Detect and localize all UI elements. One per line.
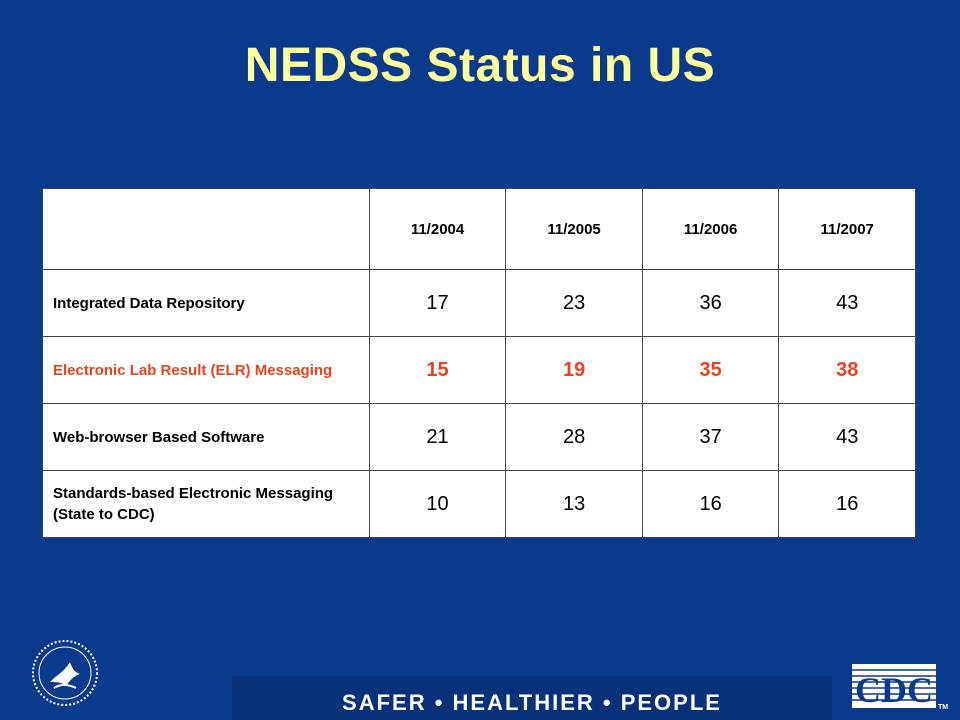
column-header: 11/2006 (641, 188, 780, 270)
table-row: Web-browser Based Software 21 28 37 43 (42, 403, 916, 471)
row-label: Web-browser Based Software (42, 403, 370, 471)
table-cell: 43 (778, 403, 916, 471)
cdc-logo-text: CDC (855, 670, 933, 710)
column-header: 11/2005 (505, 188, 643, 270)
table-cell: 17 (368, 269, 507, 337)
table-cell: 23 (505, 269, 643, 337)
status-table: 11/2004 11/2005 11/2006 11/2007 Integrat… (42, 188, 916, 538)
row-label: Electronic Lab Result (ELR) Messaging (42, 336, 370, 404)
table-corner-cell (42, 188, 370, 270)
column-header: 11/2007 (778, 188, 916, 270)
slide-title: NEDSS Status in US (244, 39, 716, 92)
cdc-logo-icon: CDC (852, 664, 936, 710)
table-header-row: 11/2004 11/2005 11/2006 11/2007 (42, 188, 916, 270)
table-cell: 16 (778, 470, 916, 538)
row-label: Integrated Data Repository (42, 269, 370, 337)
table-cell: 15 (368, 336, 507, 404)
table-cell: 19 (505, 336, 643, 404)
table-cell: 21 (368, 403, 507, 471)
tagline: SAFER • HEALTHIER • PEOPLE (342, 690, 722, 715)
footer-band (232, 676, 832, 720)
hhs-seal-icon (32, 640, 98, 706)
table-cell: 37 (641, 403, 780, 471)
table-cell: 16 (641, 470, 780, 538)
table-row: Electronic Lab Result (ELR) Messaging 15… (42, 336, 916, 404)
table-cell: 13 (505, 470, 643, 538)
table-cell: 43 (778, 269, 916, 337)
table-cell: 10 (368, 470, 507, 538)
table-cell: 28 (505, 403, 643, 471)
table-cell: 38 (778, 336, 916, 404)
row-label: Standards-based Electronic Messaging (St… (42, 470, 370, 538)
column-header: 11/2004 (368, 188, 507, 270)
table-cell: 36 (641, 269, 780, 337)
table-row: Standards-based Electronic Messaging (St… (42, 470, 916, 538)
trademark-mark: TM (938, 704, 949, 711)
table-cell: 35 (641, 336, 780, 404)
table-row: Integrated Data Repository 17 23 36 43 (42, 269, 916, 337)
